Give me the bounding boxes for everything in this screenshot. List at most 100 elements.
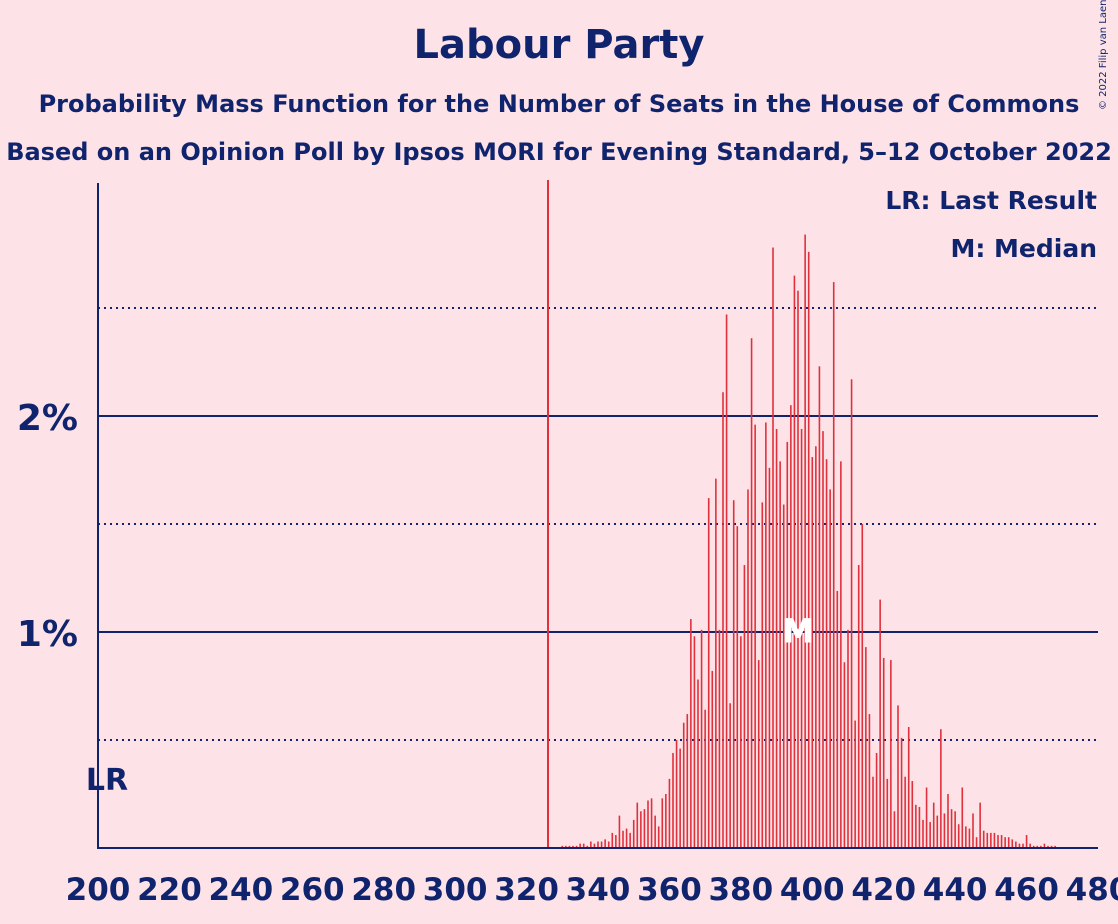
chart-subtitle-source: Based on an Opinion Poll by Ipsos MORI f… [6, 138, 1112, 166]
bar [600, 841, 603, 848]
bar [607, 841, 610, 848]
bar [718, 629, 721, 848]
bar [997, 835, 999, 848]
x-tick-label: 360 [637, 872, 702, 908]
bar [986, 832, 989, 848]
bar [947, 794, 949, 848]
bar [565, 845, 567, 848]
bar [907, 727, 910, 848]
bar [936, 815, 939, 848]
x-tick-label: 460 [994, 872, 1059, 908]
bar [854, 720, 856, 848]
bar [1011, 839, 1014, 848]
bar [950, 809, 953, 848]
bar [765, 422, 767, 848]
bar [915, 804, 917, 848]
bar [604, 839, 606, 848]
legend-entry: LR: Last Result [885, 186, 1097, 215]
bar [629, 832, 631, 848]
bar [811, 457, 814, 848]
bar [879, 599, 881, 848]
bar [868, 714, 871, 848]
bar [615, 835, 617, 848]
bar [1054, 845, 1056, 848]
bar [636, 802, 639, 848]
bar [790, 405, 792, 848]
bar [704, 709, 706, 848]
bar [768, 467, 771, 848]
bar [661, 798, 664, 848]
bar [754, 424, 756, 848]
bar [847, 629, 849, 848]
legend-entry: M: Median [950, 234, 1097, 263]
bar [654, 815, 656, 848]
bar [818, 366, 821, 848]
bar [900, 737, 903, 848]
bar [875, 752, 878, 848]
bar [1025, 835, 1028, 848]
bar [672, 752, 674, 848]
bar [643, 809, 646, 848]
bar [732, 500, 735, 848]
bar [825, 459, 828, 848]
bar [1029, 843, 1031, 848]
bar [736, 526, 739, 848]
bar [747, 489, 749, 848]
bar [579, 843, 581, 848]
bar [711, 670, 714, 848]
bar [925, 787, 928, 848]
bar [922, 819, 924, 848]
bar [1000, 835, 1003, 848]
bar [865, 647, 867, 848]
bar [932, 802, 935, 848]
bar [822, 431, 824, 848]
bar [929, 822, 931, 848]
bar [686, 714, 689, 848]
bar [707, 498, 710, 848]
bar [668, 778, 671, 848]
bar [861, 524, 864, 848]
bar [965, 826, 967, 848]
bar [1004, 837, 1006, 848]
x-tick-label: 420 [851, 872, 916, 908]
y-tick-label: 1% [17, 614, 78, 655]
bar [665, 794, 667, 848]
bar [593, 843, 596, 848]
bar [832, 282, 835, 849]
bar [779, 461, 781, 848]
bar [657, 826, 660, 848]
bar [611, 832, 614, 848]
bar [954, 811, 956, 848]
bar [679, 748, 681, 848]
bar [750, 338, 753, 848]
bar [1040, 845, 1042, 848]
x-tick-label: 400 [780, 872, 845, 908]
chart-title: Labour Party [413, 22, 705, 68]
bar [972, 813, 974, 848]
bar [740, 636, 742, 848]
bar [647, 800, 649, 848]
bar [757, 660, 760, 848]
bar [786, 441, 789, 848]
bar [1036, 845, 1039, 848]
bar [743, 565, 746, 848]
x-tick-label: 480 [1066, 872, 1118, 908]
bar [850, 379, 853, 848]
bar [1050, 845, 1053, 848]
bar [1043, 843, 1046, 848]
bar [729, 703, 731, 848]
bar [1018, 843, 1021, 848]
bar [911, 781, 914, 848]
bar [1015, 841, 1017, 848]
bar [561, 845, 564, 848]
bar [957, 824, 960, 848]
bar [597, 841, 599, 848]
bar [618, 815, 621, 848]
bar [886, 778, 889, 848]
bar [797, 290, 799, 849]
bar [582, 843, 585, 848]
bar [993, 832, 996, 848]
bar [982, 830, 985, 848]
bar [682, 722, 685, 848]
bar [1022, 843, 1024, 848]
